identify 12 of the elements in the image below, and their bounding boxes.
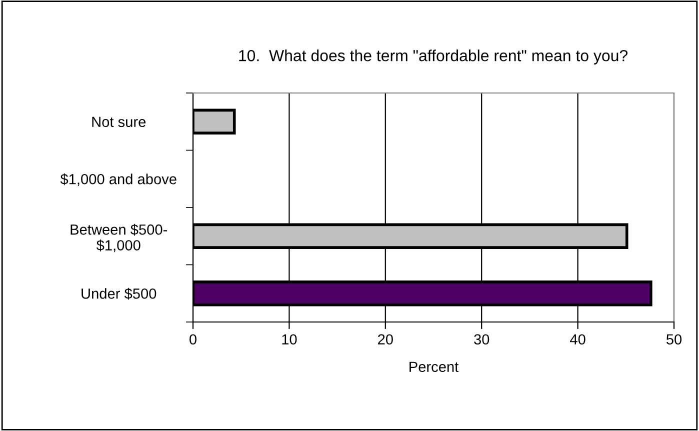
y-tick-label: Not sure xyxy=(92,116,146,128)
x-tick-label: 0 xyxy=(190,334,196,345)
x-tick-label: 50 xyxy=(666,334,682,345)
chart-title: 10. What does the term "affordable rent" mean to you? xyxy=(239,50,628,64)
y-tick-label: $1,000 and above xyxy=(60,173,176,186)
y-tick-label: Under $500 xyxy=(82,288,156,300)
x-tick-label: 30 xyxy=(474,334,490,345)
x-tick-label: 10 xyxy=(282,334,297,345)
x-tick-label: 40 xyxy=(570,334,586,345)
y-tick-label: Between $500- $1,000 xyxy=(70,224,168,252)
x-axis-title: Percent xyxy=(410,362,459,372)
x-tick-label: 20 xyxy=(378,334,393,345)
